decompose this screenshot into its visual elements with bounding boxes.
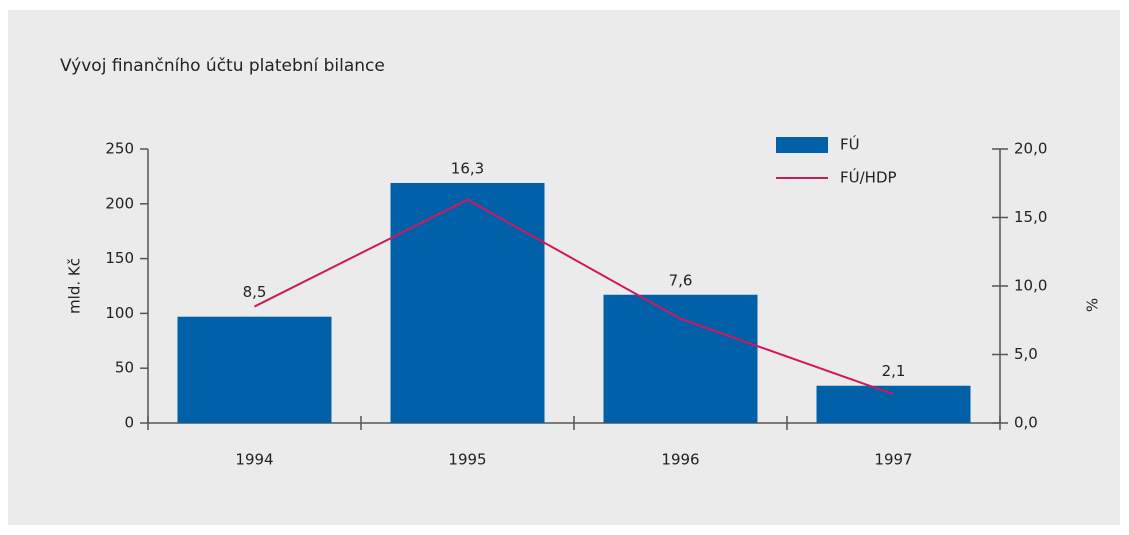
y-tick-label: 200 (105, 194, 134, 212)
y-tick-label: 250 (105, 140, 134, 158)
y2-tick-label: 15,0 (1014, 208, 1047, 226)
line-series (254, 198, 894, 396)
y-axis-label: mld. Kč (66, 258, 84, 314)
chart-background (8, 10, 1120, 525)
y-tick-label: 0 (124, 414, 134, 432)
y2-axis-label: % (1084, 298, 1102, 312)
legend-label: FÚ/HDP (840, 168, 897, 187)
bar (816, 385, 971, 423)
x-tick-label: 1995 (448, 451, 486, 469)
legend-label: FÚ (840, 135, 860, 154)
data-label: 16,3 (451, 159, 484, 177)
legend-swatch (776, 137, 828, 153)
x-tick-label: 1994 (235, 451, 273, 469)
data-label: 2,1 (882, 362, 906, 380)
bar (177, 316, 332, 423)
y-tick-label: 100 (105, 304, 134, 322)
data-label: 7,6 (669, 271, 693, 289)
y2-tick-label: 20,0 (1014, 140, 1047, 158)
data-label: 8,5 (243, 283, 267, 301)
y-tick-label: 50 (115, 359, 134, 377)
y2-tick-label: 0,0 (1014, 414, 1038, 432)
y-tick-label: 150 (105, 249, 134, 267)
bar (390, 182, 545, 423)
x-tick-label: 1997 (874, 451, 912, 469)
x-tick-label: 1996 (661, 451, 699, 469)
bar (603, 294, 758, 423)
chart-title: Vývoj finančního účtu platební bilance (60, 56, 385, 76)
y2-tick-label: 5,0 (1014, 345, 1038, 363)
y2-tick-label: 10,0 (1014, 277, 1047, 295)
